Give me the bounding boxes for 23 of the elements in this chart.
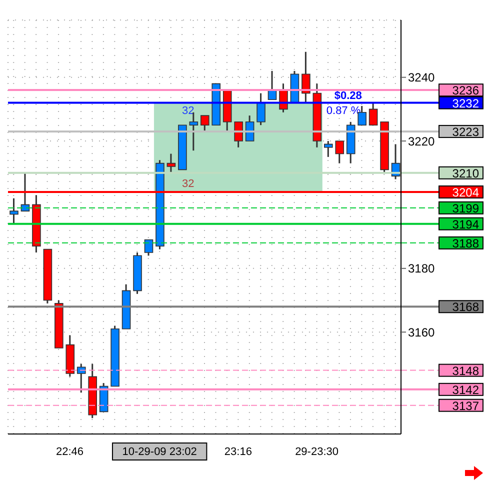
ref-line-label: 3232 xyxy=(452,96,480,110)
x-tick-label: 10-29-09 23:02 xyxy=(122,446,197,458)
annotation: 32 xyxy=(182,178,194,190)
ref-line-label: 3199 xyxy=(452,201,480,216)
x-tick-label: 22:46 xyxy=(56,446,84,458)
annotation: $0.28 xyxy=(334,90,362,102)
x-tick-label: 29-23:30 xyxy=(295,446,339,458)
ref-line-label: 3223 xyxy=(452,124,480,139)
ref-line-label: 3168 xyxy=(452,300,480,314)
ref-line-label: 3236 xyxy=(452,84,480,98)
ref-line-label: 3194 xyxy=(452,217,480,232)
y-tick-label: 3160 xyxy=(408,325,436,340)
ref-line-label: 3210 xyxy=(452,166,480,180)
ref-line-label: 3204 xyxy=(452,185,480,200)
y-tick-label: 3240 xyxy=(408,70,436,85)
y-tick-label: 3180 xyxy=(408,262,436,276)
x-tick-label: 23:16 xyxy=(224,446,252,458)
ref-line-label: 3137 xyxy=(452,398,480,413)
ref-line-label: 3188 xyxy=(452,236,480,250)
y-tick-label: 3220 xyxy=(408,134,436,148)
ref-line-label: 3142 xyxy=(452,382,480,397)
ref-line-label: 3148 xyxy=(452,364,480,378)
annotation: 32 xyxy=(182,104,194,117)
